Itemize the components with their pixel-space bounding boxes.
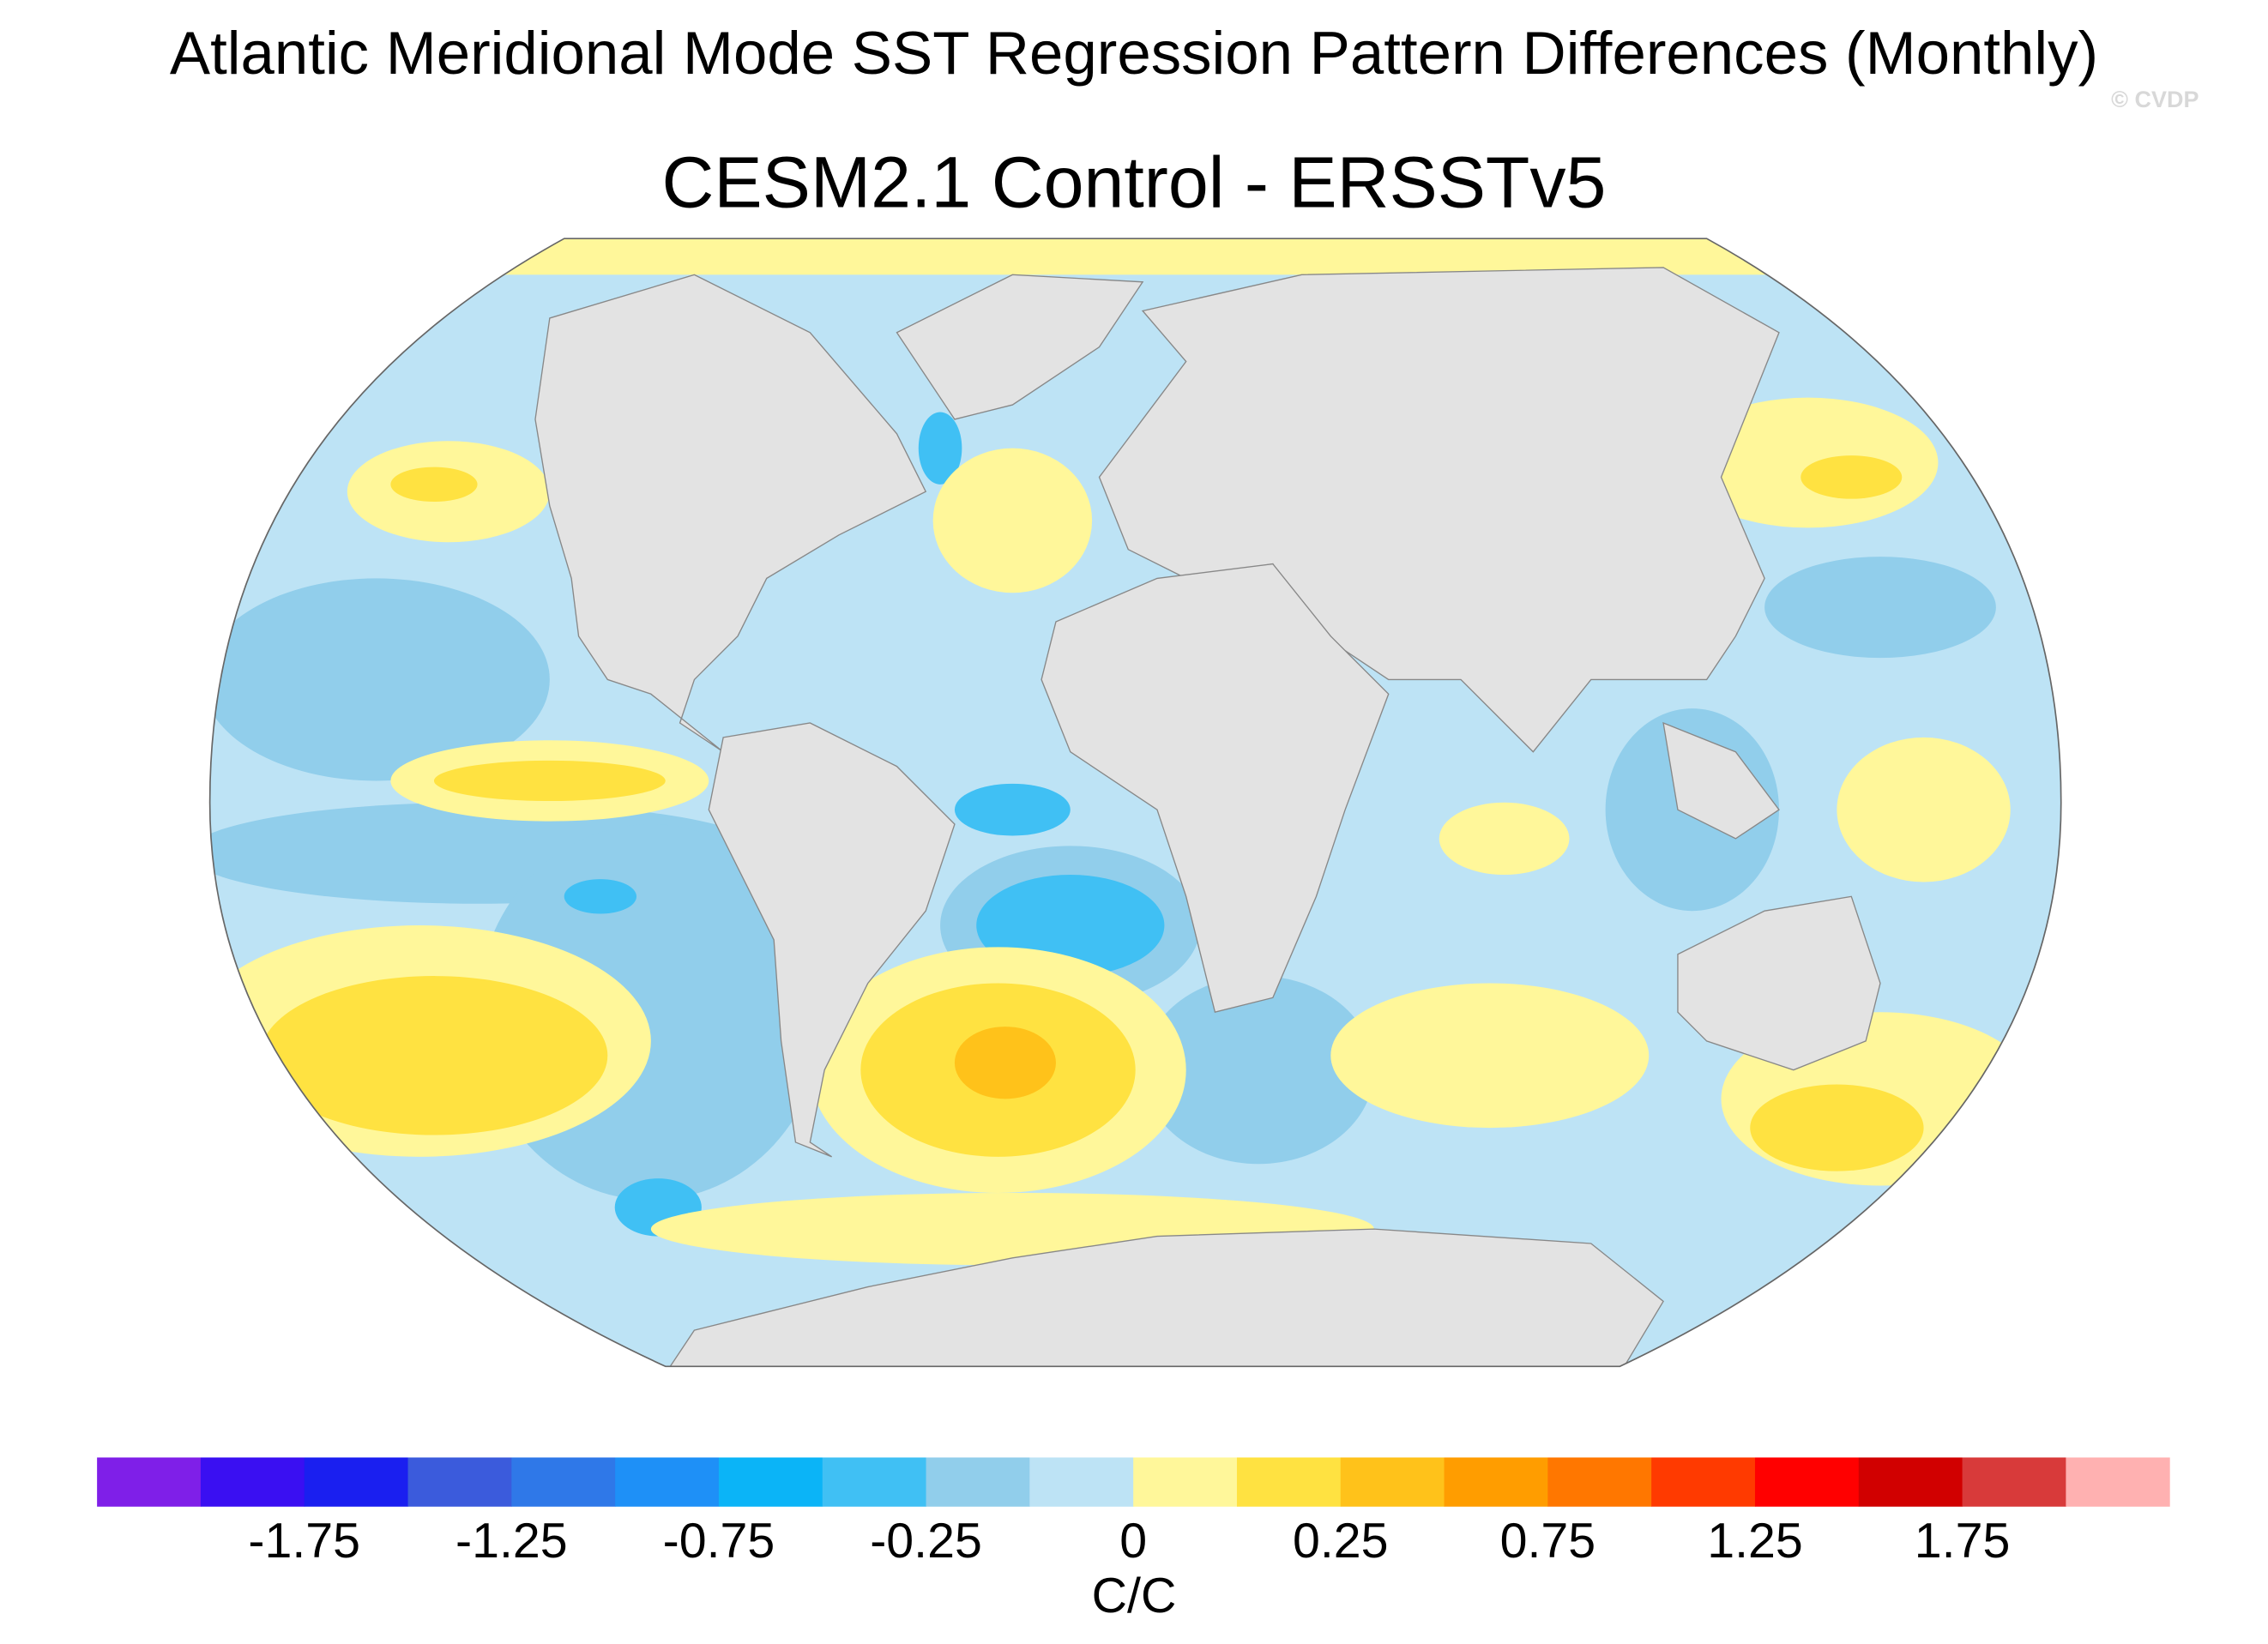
- contour-region: [390, 467, 478, 503]
- colorbar-tick-label: 1.75: [1915, 1514, 2011, 1569]
- colorbar-tick-label: 1.25: [1707, 1514, 1803, 1569]
- map-border: [208, 238, 2062, 1368]
- colorbar-tick-label: -1.75: [248, 1514, 360, 1569]
- colorbar-swatch: [511, 1457, 616, 1507]
- contour-region: [918, 412, 962, 485]
- australia: [1677, 895, 1881, 1071]
- colorbar-tick-label: -1.25: [455, 1514, 568, 1569]
- north-america: [534, 274, 927, 753]
- land: [534, 267, 1881, 1367]
- colorbar-swatch: [97, 1457, 202, 1507]
- colorbar-swatch: [407, 1457, 512, 1507]
- contour-region: [1143, 976, 1374, 1165]
- eurasia: [1098, 267, 1780, 753]
- contour-region: [932, 448, 1093, 593]
- antarctica: [664, 1228, 1664, 1367]
- colorbar-swatch: [1651, 1457, 1756, 1507]
- colorbar-swatch: [1858, 1457, 1963, 1507]
- title: Atlantic Meridional Mode SST Regression …: [170, 20, 2098, 87]
- colorbar-swatch: [1236, 1457, 1342, 1507]
- contour-region: [1801, 455, 1903, 499]
- colorbar-swatch: [1133, 1457, 1238, 1507]
- colorbar-swatch: [1340, 1457, 1445, 1507]
- south-america: [708, 722, 956, 1158]
- colorbar-swatch: [926, 1457, 1030, 1507]
- maritime-continent: [1662, 721, 1780, 840]
- colorbar-swatch: [718, 1457, 823, 1507]
- colorbar-tick-label: 0: [1119, 1514, 1147, 1569]
- watermark: © CVDP: [2111, 87, 2199, 112]
- africa: [1041, 563, 1390, 1014]
- contour-region: [1837, 737, 2011, 882]
- contour-region: [1330, 983, 1650, 1129]
- colorbar-swatch: [1029, 1457, 1134, 1507]
- colorbar-tick-label: -0.25: [870, 1514, 982, 1569]
- contour-region: [564, 879, 637, 914]
- colorbar-swatch: [200, 1457, 305, 1507]
- colorbar-swatch: [1962, 1457, 2066, 1507]
- colorbar-swatch: [1547, 1457, 1652, 1507]
- colorbar-label: C/C: [1092, 1569, 1177, 1623]
- contour-region: [209, 578, 550, 781]
- colorbar-swatch: [615, 1457, 720, 1507]
- colorbar-swatch: [304, 1457, 409, 1507]
- subtitle: CESM2.1 Control - ERSSTv5: [662, 142, 1607, 222]
- contour-region: [954, 1027, 1056, 1099]
- colorbar-tick-label: 0.25: [1293, 1514, 1389, 1569]
- contour-region: [260, 976, 608, 1135]
- contour-region: [1439, 802, 1570, 876]
- contour-region: [954, 783, 1071, 836]
- map: [209, 238, 2061, 1367]
- colorbar-tick-label: -0.75: [663, 1514, 775, 1569]
- colorbar-swatch: [822, 1457, 927, 1507]
- colorbar-swatch: [2066, 1457, 2170, 1507]
- greenland: [896, 274, 1144, 420]
- colorbar-swatch: [1754, 1457, 1860, 1507]
- colorbar-tick-label: 0.75: [1500, 1514, 1596, 1569]
- colorbar: -1.75 -1.25 -0.75 -0.25 0 0.25 0.75 1.25 1.75: [97, 1457, 2170, 1569]
- contour-region: [1750, 1084, 1924, 1171]
- contour-region: [1764, 557, 1996, 659]
- colorbar-swatch: [1444, 1457, 1548, 1507]
- contour-region: [433, 760, 666, 802]
